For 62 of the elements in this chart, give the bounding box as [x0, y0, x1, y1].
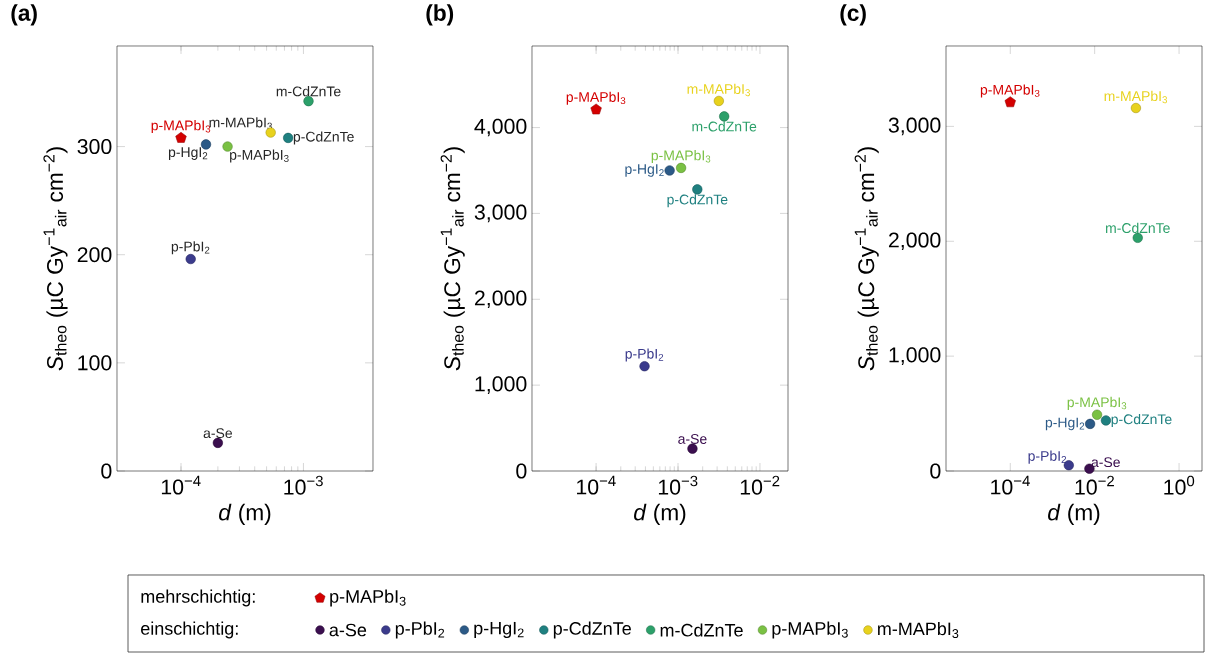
text: p-MAPbI$_{3}$ [230, 149, 289, 163]
y-tick-label: 0 [101, 463, 112, 479]
x-tick-label: 10$^{−3}$ [284, 475, 323, 495]
y-tick-label: 3,000 [888, 117, 941, 136]
series-label: p-MAPbI$_{3}$ [980, 84, 1040, 98]
y-tick-label: 300 [77, 139, 112, 155]
series-label: p-PbI$_{2}$ [625, 348, 664, 362]
x-tick-label: 10$^{−4}$ [161, 475, 201, 495]
y-axis-title: S$_{theo}$ (µC Gy$^{−1}$$_{air}$ cm$^{−2}$) [43, 147, 68, 371]
legend-label: p-MAPbI$_{3}$ [330, 589, 406, 607]
series-label: p-MAPbI$_{3}$ [1067, 396, 1127, 410]
legend-label: p-CdZnTe [553, 621, 631, 639]
chart-title: (b) [426, 4, 454, 26]
chart-title: (c) [840, 4, 866, 26]
series-label: a-Se [678, 433, 707, 444]
y-tick-label: 0 [930, 463, 941, 479]
y-tick-label: 200 [77, 247, 112, 263]
y-tick-label: 100 [78, 355, 112, 371]
series-label: m-MAPbI$_{3}$ [687, 83, 750, 97]
series-label: m-CdZnTe [692, 121, 757, 132]
series-label: p-PbI$_{2}$ [1028, 450, 1067, 464]
text: p-HgI$_{2}$ [168, 147, 208, 160]
x-tick-label: 10$^{−3}$ [658, 475, 698, 495]
legend-label: p-MAPbI$_{3}$ [772, 621, 848, 639]
y-tick-label: 4,000 [474, 118, 527, 137]
series-label: p-MAPbI$_{3}$ [651, 150, 711, 164]
text: a-Se [203, 428, 233, 439]
x-tick-label: 10$^{0}$ [1164, 475, 1195, 495]
series-label: a-Se [1091, 457, 1120, 468]
chart-title: (a) [11, 4, 37, 26]
series-label: p-HgI$_{2}$ [1045, 417, 1085, 431]
y-tick-label: 0 [516, 463, 527, 479]
y-axis-title: S$_{theo}$ (µC Gy$^{−1}$$_{air}$ cm$^{−2}$) [440, 147, 465, 371]
x-tick-label: 10$^{−2}$ [740, 475, 780, 495]
text: p-PbI$_{2}$ [171, 241, 210, 255]
x-tick-label: 10$^{−4}$ [991, 475, 1030, 495]
series-label: p-MAPbI$_{3}$ [566, 91, 626, 105]
y-tick-label: 3,000 [474, 204, 527, 223]
legend-label: p-HgI$_{2}$ [474, 621, 524, 639]
y-tick-label: 2,000 [888, 232, 941, 251]
y-tick-label: 1,000 [475, 376, 527, 394]
series-label: m-MAPbI$_{3}$ [1104, 90, 1168, 104]
y-axis-title: S$_{theo}$ (µC Gy$^{−1}$$_{air}$ cm$^{−2}$) [854, 147, 879, 371]
x-tick-label: 10$^{−4}$ [577, 475, 616, 495]
text: m-CdZnTe [276, 86, 341, 97]
x-axis-title: d (m) [634, 503, 686, 525]
x-tick-label: 10$^{−2}$ [1075, 475, 1114, 495]
legend-label: m-MAPbI$_{3}$ [878, 621, 959, 639]
text: einschichtig: [141, 621, 238, 639]
legend-label: a-Se [329, 623, 367, 637]
legend-label: m-CdZnTe [660, 623, 743, 637]
series-label: p-HgI$_{2}$ [625, 164, 664, 177]
series-label: p-CdZnTe [1111, 413, 1172, 427]
text: p-CdZnTe [293, 131, 354, 145]
y-tick-label: 1,000 [889, 347, 941, 365]
x-axis-title: d (m) [219, 503, 271, 525]
series-label: m-CdZnTe [1105, 222, 1170, 234]
x-axis-title: d (m) [1048, 503, 1100, 525]
legend-label: p-PbI$_{2}$ [395, 621, 445, 639]
series-label: p-CdZnTe [667, 194, 728, 208]
text: mehrschichtig: [141, 589, 255, 607]
y-tick-label: 2,000 [474, 290, 527, 309]
